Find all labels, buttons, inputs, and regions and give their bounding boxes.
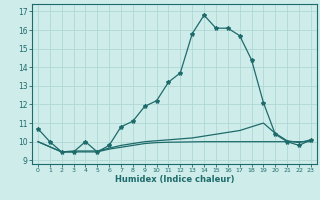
- X-axis label: Humidex (Indice chaleur): Humidex (Indice chaleur): [115, 175, 234, 184]
